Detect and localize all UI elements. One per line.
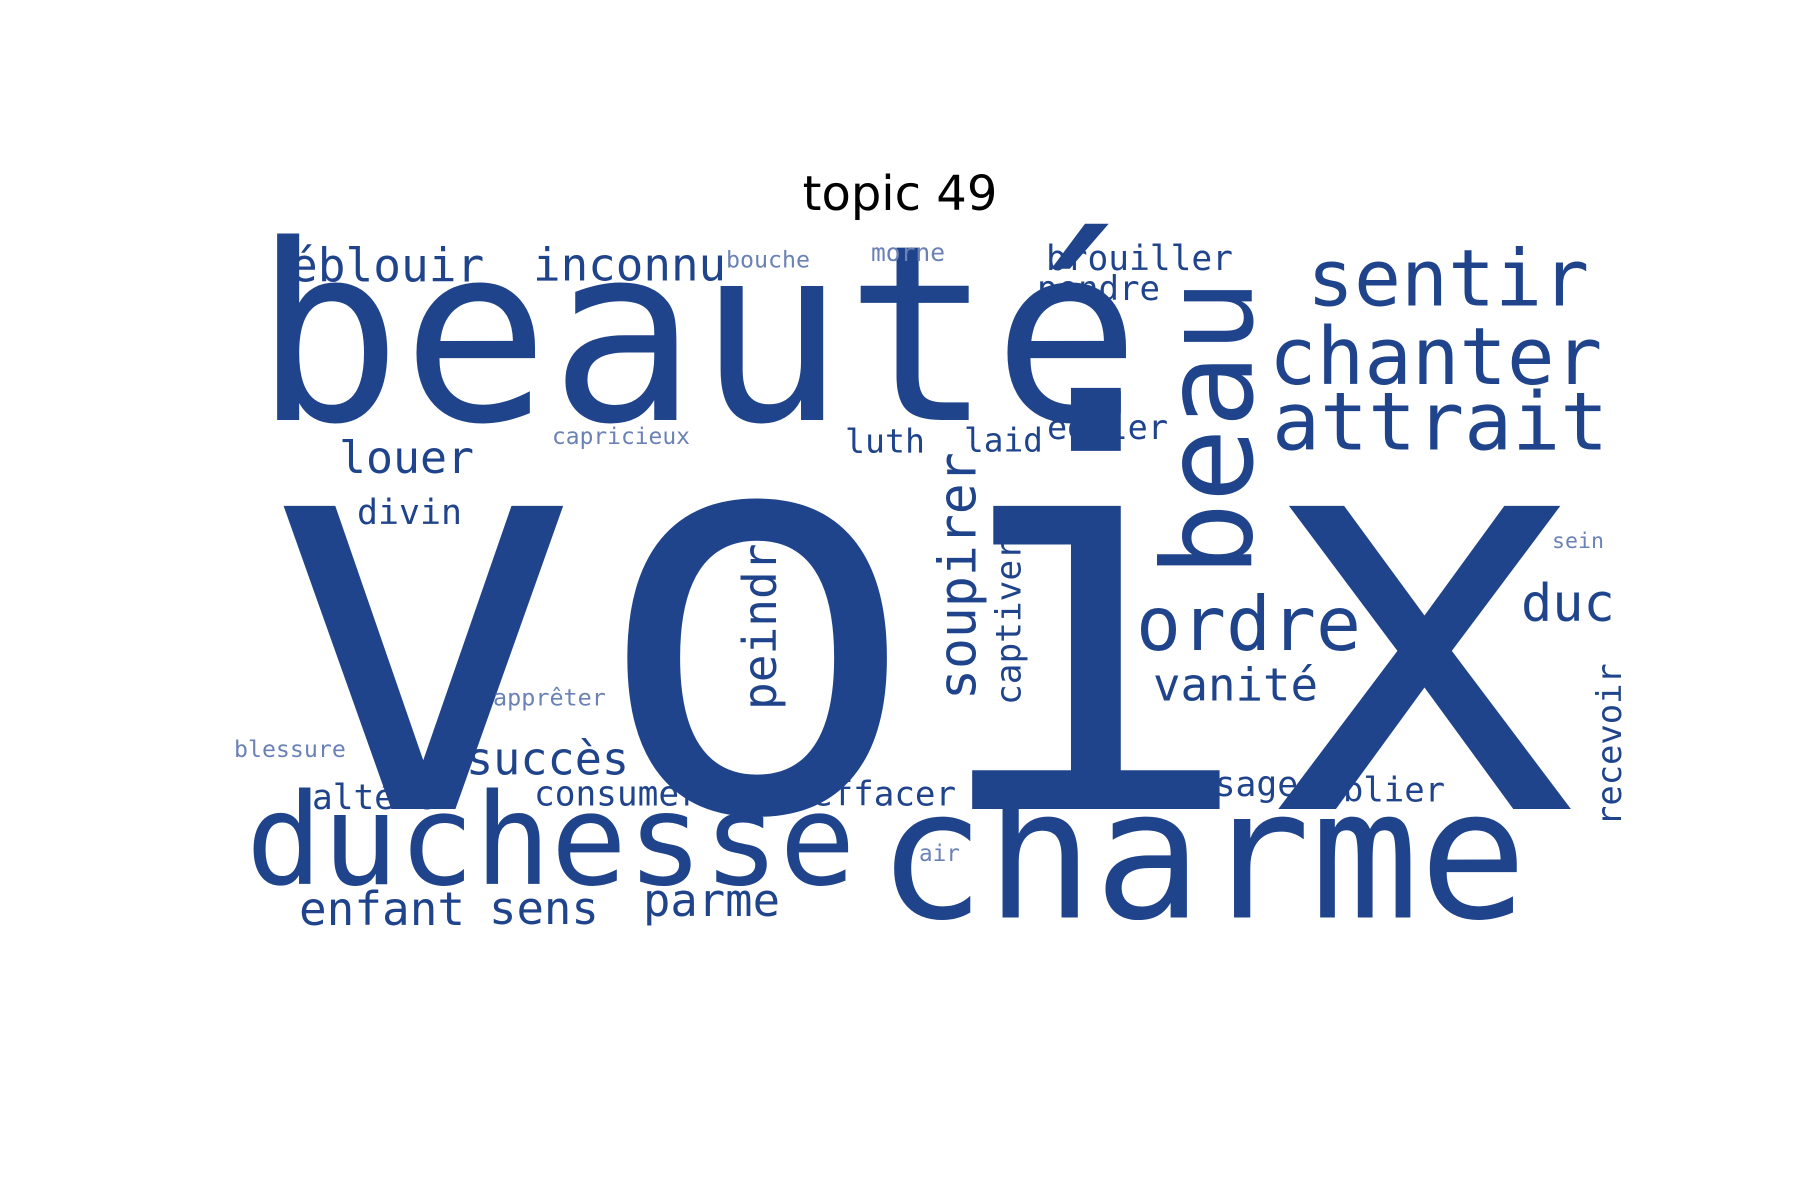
word-morne: morne	[871, 238, 945, 267]
word-louer: louer	[339, 431, 474, 484]
word-divin: divin	[357, 493, 462, 533]
word-alterer: altérer	[312, 778, 458, 818]
word-luth: luth	[845, 421, 925, 461]
word-effacer: effacer	[812, 774, 957, 815]
word-oublier: oublier	[1302, 770, 1446, 811]
word-recevoir: recevoir	[1590, 663, 1629, 826]
word-inconnu: inconnu	[533, 237, 727, 292]
word-vanite: vanité	[1153, 658, 1319, 712]
word-chanter: chanter	[1269, 311, 1603, 403]
word-parme: parme	[643, 874, 780, 927]
word-egaler: égaler	[1047, 408, 1169, 447]
word-pendre: pendre	[1037, 269, 1161, 309]
word-soupirer: soupirer	[928, 452, 989, 700]
word-eblouir: éblouir	[290, 238, 485, 293]
word-duchesse: duchesse	[246, 767, 856, 914]
word-beaute: beauté	[254, 192, 1141, 478]
word-consumer: consumer	[534, 774, 700, 815]
word-voix: voix	[256, 294, 1592, 940]
chart-title: topic 49	[802, 166, 998, 222]
word-sens: sens	[489, 882, 599, 935]
word-enfant: enfant	[299, 882, 466, 936]
word-laid: laid	[964, 421, 1043, 460]
word-ordre: ordre	[1136, 581, 1362, 668]
word-succes: succès	[466, 732, 630, 786]
word-captiver: captiver	[989, 539, 1030, 705]
word-brouiller: brouiller	[1046, 239, 1233, 279]
word-peindre: peindre	[733, 515, 787, 710]
word-attrait: attrait	[1272, 375, 1609, 469]
word-sein: sein	[1552, 529, 1604, 554]
word-duc: duc	[1521, 574, 1615, 634]
word-passage: passage	[1152, 765, 1299, 805]
word-air: air	[919, 841, 960, 867]
word-capricieux: capricieux	[552, 424, 690, 450]
word-blessure: blessure	[234, 736, 346, 763]
word-sentir: sentir	[1307, 233, 1590, 325]
word-charme: charme	[877, 751, 1528, 961]
word-appreter: apprêter	[493, 683, 606, 712]
word-bouche: bouche	[726, 246, 810, 274]
